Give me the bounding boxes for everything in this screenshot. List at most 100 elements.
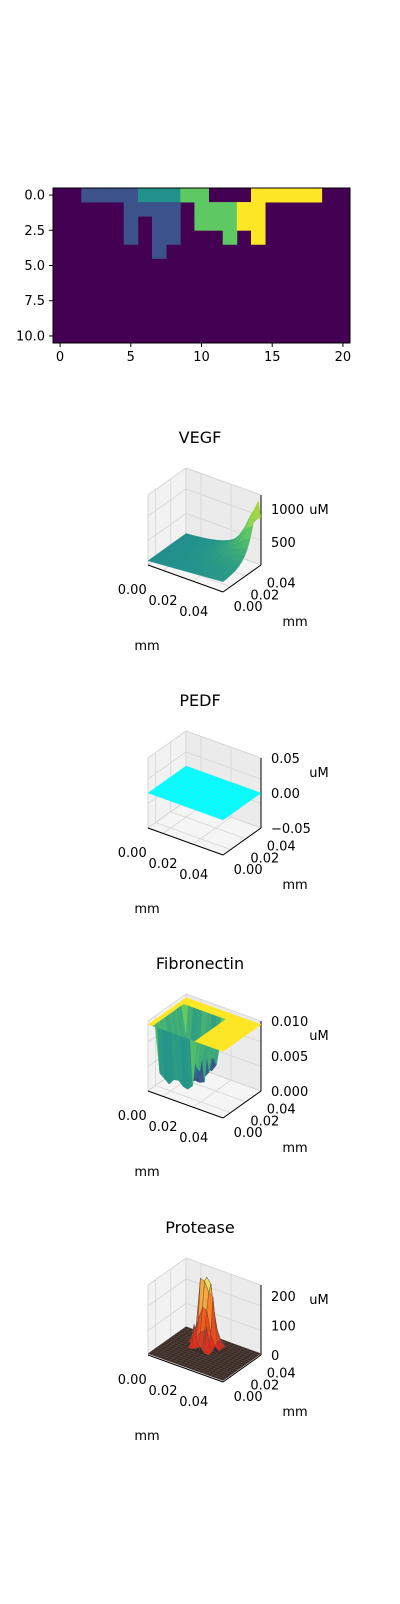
surface xyxy=(147,500,262,582)
heatmap-cell xyxy=(194,188,209,203)
heatmap-y-tick-label: 5.0 xyxy=(24,259,45,274)
heatmap-y-tick-label: 2.5 xyxy=(24,224,45,239)
y-tick-label: 0.00 xyxy=(234,863,263,878)
x-tick-label: 0.00 xyxy=(118,1109,147,1124)
z-tick-label: 1000 xyxy=(271,503,304,518)
y-axis-line xyxy=(222,564,262,593)
gridline xyxy=(170,741,246,840)
surface xyxy=(147,765,262,821)
heatmap-y-tick-label: 7.5 xyxy=(24,294,45,309)
x-axis-label: mm xyxy=(134,639,159,654)
gridline xyxy=(155,752,231,850)
x-axis-label: mm xyxy=(134,1429,159,1444)
gridline xyxy=(147,1278,262,1307)
z-tick-label: 0 xyxy=(271,1349,279,1364)
surface-patch xyxy=(217,1047,226,1052)
heatmap-cell xyxy=(152,202,167,217)
heatmap-cell xyxy=(208,202,224,217)
heatmap-cell xyxy=(251,230,266,245)
gridline xyxy=(147,751,262,780)
z-tick-label: −0.05 xyxy=(271,822,311,837)
y-axis-line xyxy=(222,1090,262,1119)
heatmap-cell xyxy=(236,202,252,217)
x-tick-label: 0.00 xyxy=(118,1373,147,1388)
heatmap-y-ticks: 0.0 2.5 5.0 7.5 10.0 xyxy=(16,189,53,344)
heatmap-cell xyxy=(222,230,238,245)
heatmap-cell xyxy=(194,202,209,217)
surface xyxy=(147,1276,262,1381)
z-axis-label: uM xyxy=(309,1029,328,1044)
x-tick-label: 0.00 xyxy=(118,846,147,861)
y-tick-label: 0.04 xyxy=(267,840,296,855)
heatmap-cell xyxy=(279,188,294,203)
heatmap-cell xyxy=(123,188,139,203)
heatmap-y-tick-label: 10.0 xyxy=(16,329,45,344)
surface xyxy=(147,997,262,1090)
gridline xyxy=(147,488,262,517)
z-axis-label: uM xyxy=(309,1293,328,1308)
heatmap-y-tick-label: 0.0 xyxy=(24,189,45,204)
z-tick-label: 500 xyxy=(271,536,296,551)
z-axis-label: uM xyxy=(309,766,328,781)
y-axis-line xyxy=(222,827,262,856)
z-tick-label: 200 xyxy=(271,1290,296,1305)
heatmap-cell xyxy=(265,188,280,203)
y-axis-label: mm xyxy=(282,878,307,893)
z-tick-label: 0.000 xyxy=(271,1085,308,1100)
heatmap-cell xyxy=(137,202,153,217)
heatmap-x-tick-label: 0 xyxy=(56,350,64,365)
y-tick-label: 0.04 xyxy=(267,1103,296,1118)
heatmap-x-tick-label: 5 xyxy=(127,350,135,365)
heatmap-cell xyxy=(152,188,167,203)
x-tick-label: 0.04 xyxy=(179,1131,208,1146)
gridline xyxy=(147,513,262,541)
surface-patch xyxy=(217,577,227,582)
gridline xyxy=(147,1303,262,1331)
y-tick-label: 0.00 xyxy=(234,1390,263,1405)
heatmap-cell xyxy=(180,188,195,203)
z-tick-label: 0.05 xyxy=(271,752,300,767)
y-tick-label: 0.02 xyxy=(250,1114,279,1129)
x-tick-label: 0.02 xyxy=(149,857,178,872)
heatmap-cells xyxy=(81,188,323,259)
chart-title: Fibronectin xyxy=(156,954,244,973)
heatmap-cell xyxy=(208,216,224,231)
gridline xyxy=(155,1015,231,1113)
chart-title: Protease xyxy=(165,1218,234,1237)
y-tick-label: 0.00 xyxy=(234,1126,263,1141)
y-tick-label: 0.02 xyxy=(250,851,279,866)
x-tick-label: 0.02 xyxy=(149,594,178,609)
heatmap-cell xyxy=(152,244,167,259)
heatmap-cell xyxy=(137,188,153,203)
y-tick-label: 0.04 xyxy=(267,577,296,592)
heatmap-cell xyxy=(123,202,139,217)
heatmap-cell xyxy=(166,202,181,217)
z-tick-label: 100 xyxy=(271,1320,296,1335)
y-tick-label: 0.02 xyxy=(250,1378,279,1393)
heatmap-x-ticks: 0 5 10 15 20 xyxy=(56,343,351,365)
heatmap-cell xyxy=(222,216,238,231)
z-tick-label: 0.00 xyxy=(271,787,300,802)
z-tick-label: 0.010 xyxy=(271,1015,308,1030)
x-axis-line xyxy=(147,1354,224,1383)
x-tick-label: 0.04 xyxy=(179,605,208,620)
heatmap-cell xyxy=(293,188,308,203)
heatmap-cell xyxy=(95,188,110,203)
y-tick-label: 0.00 xyxy=(234,600,263,615)
surface-patch xyxy=(215,814,228,821)
z-tick-label: 0.005 xyxy=(271,1050,308,1065)
heatmap-cell xyxy=(152,216,167,231)
x-tick-label: 0.00 xyxy=(118,583,147,598)
heatmap-cell xyxy=(166,216,181,231)
heatmap-chart: 0 5 10 15 20 0.0 2.5 5.0 7.5 10.0 xyxy=(16,187,351,365)
heatmap-x-tick-label: 15 xyxy=(264,350,281,365)
x-tick-label: 0.04 xyxy=(179,868,208,883)
heatmap-cell xyxy=(109,188,125,203)
z-axis-label: uM xyxy=(309,503,328,518)
chart-title: VEGF xyxy=(179,428,222,447)
heatmap-cell xyxy=(307,188,323,203)
x-axis-line xyxy=(147,827,224,856)
